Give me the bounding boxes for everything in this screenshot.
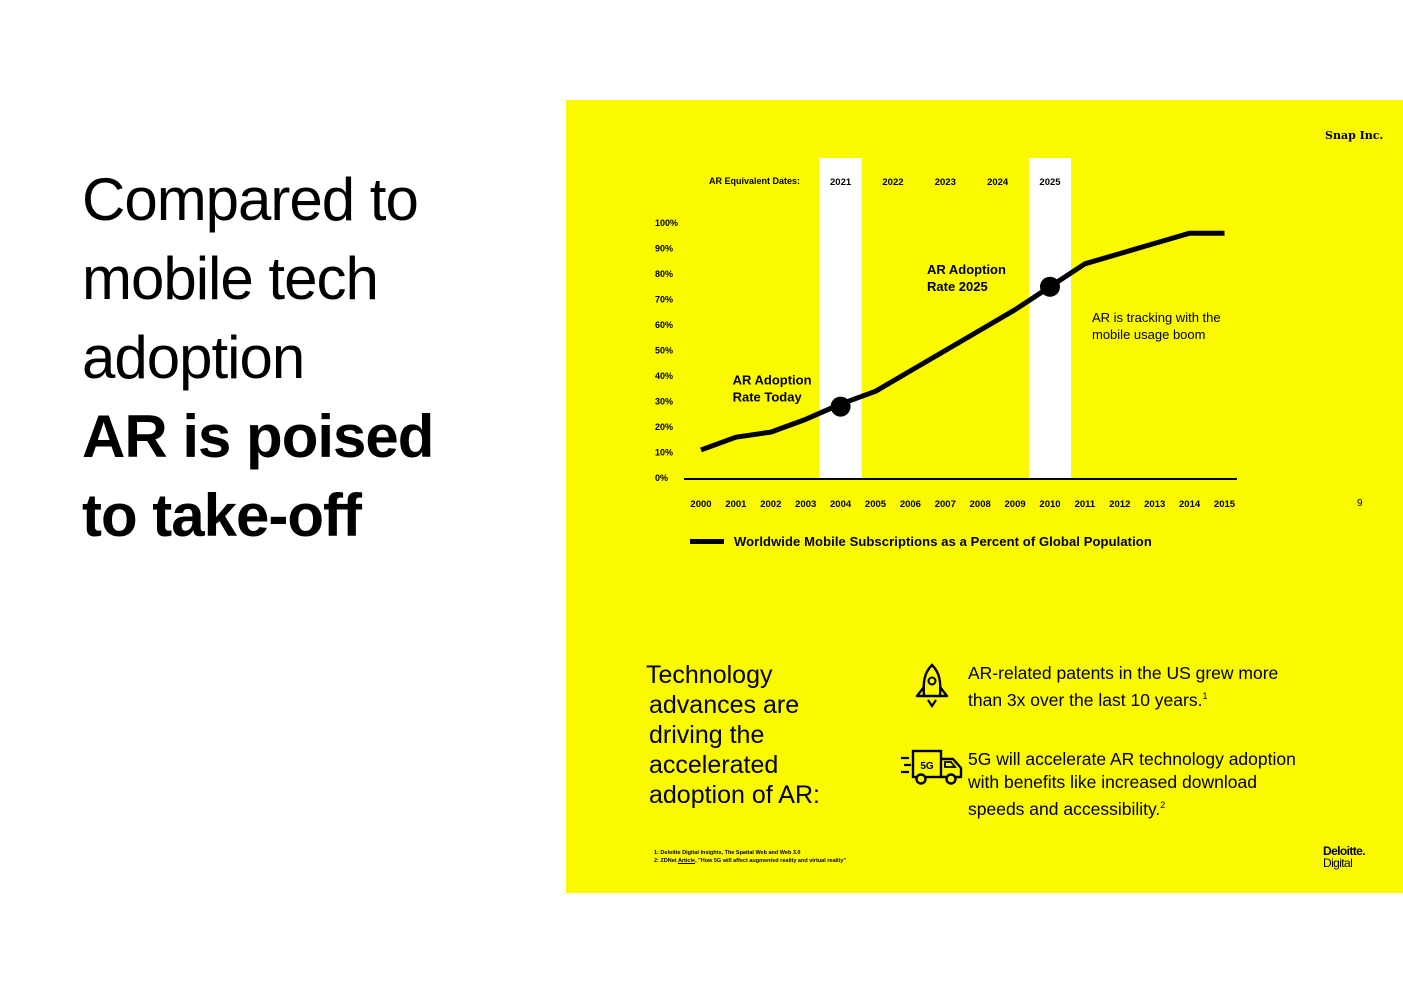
x-tick-label: 2006 — [900, 499, 921, 510]
drivers-heading-line: accelerated — [649, 751, 779, 779]
y-tick-label: 60% — [655, 320, 673, 330]
ar-date-label: 2025 — [1039, 177, 1061, 188]
y-tick-label: 10% — [655, 448, 673, 458]
headline-line-5: to take-off — [82, 482, 362, 549]
ar-date-band — [1029, 158, 1071, 478]
legend-swatch — [690, 539, 724, 544]
headline-line-2: mobile tech — [82, 245, 379, 312]
ar-date-label: 2023 — [935, 177, 956, 188]
delivery-truck-5g-icon: 5G — [896, 748, 968, 798]
x-tick-label: 2012 — [1109, 499, 1130, 510]
x-tick-label: 2011 — [1075, 499, 1096, 510]
drivers-heading-line: driving the — [649, 721, 765, 749]
x-tick-label: 2002 — [760, 499, 781, 510]
footnote-1: 1: Deloitte Digital Insights, The Spatia… — [654, 850, 801, 856]
snap-logo: Snap Inc. — [1325, 129, 1384, 142]
headline-line-1: Compared to — [82, 166, 419, 233]
legend-label: Worldwide Mobile Subscriptions as a Perc… — [734, 534, 1152, 549]
y-tick-label: 100% — [655, 218, 678, 228]
page-number: 9 — [1357, 498, 1363, 509]
adoption-marker — [830, 396, 851, 417]
x-tick-label: 2009 — [1005, 499, 1026, 510]
y-tick-label: 70% — [655, 295, 673, 305]
marker-label: AR Adoption Rate 2025 — [927, 262, 1006, 294]
ar-dates-label: AR Equivalent Dates: — [709, 176, 800, 186]
marker-label: AR Adoption Rate Today — [733, 373, 812, 405]
x-tick-label: 2008 — [970, 499, 991, 510]
driver-5g: 5G 5G will accelerate AR technology adop… — [896, 748, 1308, 821]
ar-date-label: 2022 — [882, 177, 903, 188]
series-line-mobile-subscriptions — [700, 230, 1225, 453]
x-tick-label: 2000 — [690, 499, 711, 510]
rocket-icon — [896, 662, 968, 712]
x-tick-label: 2015 — [1214, 499, 1236, 510]
headline-line-4: AR is poised — [82, 403, 434, 470]
drivers-heading: Technology advances are driving the acce… — [646, 660, 876, 810]
y-tick-label: 30% — [655, 397, 673, 407]
tracking-annotation: AR is tracking with the mobile usage boom — [1092, 310, 1221, 342]
adoption-chart: AR Equivalent Dates: 2021 2022 2023 2024 2025… — [655, 158, 1237, 510]
adoption-marker — [1040, 276, 1060, 297]
footnote-article-link[interactable]: Article — [677, 858, 696, 864]
x-tick-label: 2005 — [865, 499, 887, 510]
footnotes: 1: Deloitte Digital Insights, The Spatia… — [654, 849, 846, 865]
driver-patents: AR-related patents in the US grew more t… — [896, 662, 1308, 712]
y-tick-label: 50% — [655, 346, 673, 356]
y-tick-label: 40% — [655, 371, 673, 381]
y-tick-label: 80% — [655, 269, 673, 279]
headline: Compared to mobile tech adoption AR is p… — [82, 160, 542, 555]
y-tick-label: 0% — [655, 473, 668, 483]
ar-date-label: 2024 — [987, 177, 1009, 188]
footnote-2: 2: ZDNet Article, "How 5G will affect au… — [654, 858, 847, 864]
drivers-heading-line: Technology — [646, 661, 773, 689]
x-tick-label: 2010 — [1039, 499, 1060, 510]
x-tick-label: 2004 — [830, 499, 852, 510]
y-tick-label: 20% — [655, 422, 673, 432]
headline-line-3: adoption — [82, 324, 305, 391]
ar-date-band — [819, 158, 862, 478]
y-tick-label: 90% — [655, 244, 673, 254]
x-tick-label: 2007 — [935, 499, 956, 510]
driver-patents-text: AR-related patents in the US grew more t… — [968, 663, 1279, 710]
deloitte-digital-logo: Deloitte. Digital — [1323, 844, 1366, 870]
chart-legend: Worldwide Mobile Subscriptions as a Perc… — [690, 534, 1152, 549]
yellow-panel: AR Equivalent Dates: 2021 2022 2023 2024 2025… — [566, 100, 1403, 893]
icon-5g-label: 5G — [920, 761, 934, 772]
x-tick-label: 2003 — [795, 499, 816, 510]
ar-date-label: 2021 — [830, 177, 852, 188]
drivers-heading-line: adoption of AR: — [649, 781, 820, 809]
driver-5g-text: 5G will accelerate AR technology adoptio… — [968, 749, 1296, 819]
x-tick-label: 2001 — [725, 499, 747, 510]
drivers-heading-line: advances are — [649, 691, 800, 719]
x-tick-label: 2013 — [1144, 499, 1165, 510]
x-tick-label: 2014 — [1179, 499, 1201, 510]
